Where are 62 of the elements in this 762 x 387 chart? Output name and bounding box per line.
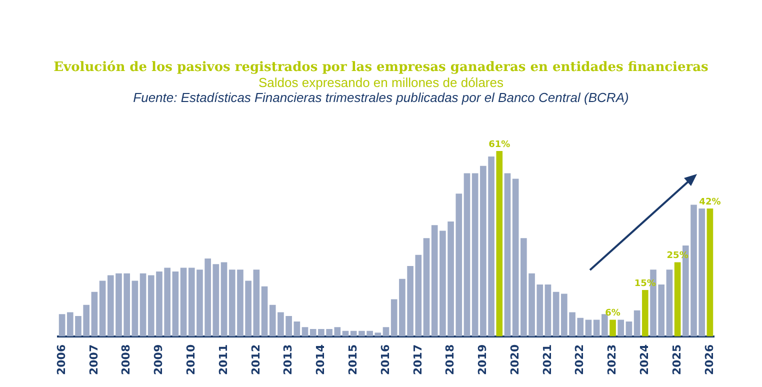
bar [512,178,519,336]
x-tick-label: 2026 [702,344,716,376]
annotation: 6% [605,308,620,319]
x-tick-label: 2012 [249,344,262,376]
x-tick-label: 2021 [540,344,554,376]
bar [91,292,98,336]
x-tick-label: 2013 [282,344,295,376]
annotation: 15% [634,278,656,289]
bar [302,327,308,336]
x-tick-label: 2017 [411,344,424,376]
bar [496,151,503,336]
source-note: Fuente: Estadísticas Financieras trimestrales publicadas por el Banco Central (BCRA) [132,90,630,105]
x-tick-label: 2010 [184,344,198,376]
bar [423,238,430,336]
bar [634,310,640,336]
bar [140,273,146,336]
x-tick-label: 2020 [508,344,522,376]
bar [544,284,552,336]
x-tick-label: 2024 [638,344,652,376]
x-tick-label: 2006 [54,344,68,376]
x-tick-label: 2007 [87,344,100,376]
bar [212,264,220,336]
x-tick-label: 2023 [606,344,619,376]
bar [220,262,228,336]
x-tick-label: 2015 [346,344,360,376]
bar [610,320,616,336]
bar [99,280,106,336]
bar [180,268,187,336]
annotation: 42% [699,197,721,208]
bar [666,270,673,336]
chart-subtitle: Saldos expresando en millones de dólares [258,75,504,90]
bar [132,280,138,336]
annotation: 25% [666,251,688,262]
x-tick-label: 2016 [378,344,392,376]
bar [602,314,608,336]
bar [504,173,511,336]
x-tick-label: 2022 [573,344,586,376]
bar [294,322,300,336]
bar [585,320,592,336]
x-tick-label: 2009 [152,344,166,376]
bar [642,290,648,336]
bar [58,314,66,336]
x-tick-label: 2014 [314,344,328,376]
x-tick-label: 2025 [670,344,684,376]
bar [382,327,390,336]
bar [626,322,632,336]
bar [706,208,714,336]
bar [674,262,681,336]
bar [618,320,624,336]
chart-title: Evolución de los pasivos registrados por las empresas ganaderas en entidades financieras [52,60,710,75]
annotation: 61% [488,140,510,150]
bar [552,292,560,336]
x-tick-label: 2019 [476,344,490,376]
x-tick-label: 2008 [120,344,133,376]
bar [464,173,470,336]
x-tick-label: 2011 [216,344,230,376]
x-tick-label: 2018 [444,344,457,376]
bar [261,286,268,336]
bar [253,270,260,336]
bar [172,272,179,336]
bar [472,173,478,336]
bar [593,320,600,336]
